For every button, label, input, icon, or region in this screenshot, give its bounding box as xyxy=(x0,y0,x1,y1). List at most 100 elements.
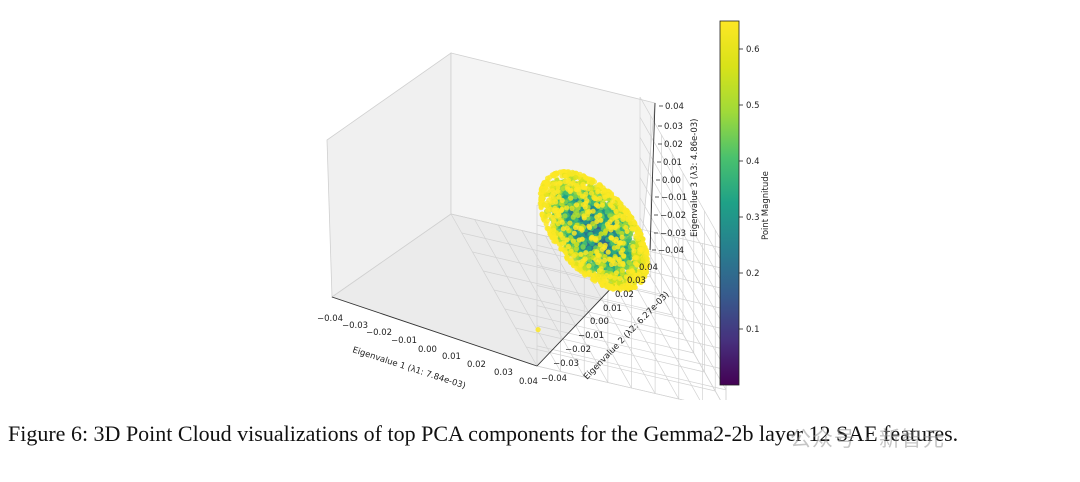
z-tick-label: −0.03 xyxy=(660,229,686,239)
x-tick-label: 0.00 xyxy=(418,345,437,355)
data-point xyxy=(548,195,554,201)
data-point xyxy=(550,231,557,238)
z-tick-label: 0.01 xyxy=(663,158,682,168)
data-point xyxy=(568,257,574,263)
grid-line xyxy=(536,365,685,400)
data-point xyxy=(616,200,623,206)
data-point xyxy=(539,195,546,201)
data-point xyxy=(595,252,601,259)
data-point xyxy=(602,230,608,236)
data-point xyxy=(640,273,646,279)
data-point xyxy=(571,170,577,176)
data-point xyxy=(620,216,626,222)
data-point xyxy=(612,275,618,281)
data-point xyxy=(568,195,574,201)
data-point xyxy=(606,256,612,262)
data-point xyxy=(567,188,573,195)
z-tick-label: −0.04 xyxy=(658,246,684,256)
chart-figure: −0.04−0.03−0.02−0.010.000.010.020.030.04… xyxy=(317,20,771,400)
data-point xyxy=(632,284,638,290)
data-point xyxy=(591,272,598,278)
data-point xyxy=(590,208,596,214)
data-point xyxy=(632,280,638,286)
data-point xyxy=(593,257,599,263)
data-point xyxy=(619,267,626,273)
data-point xyxy=(643,263,649,269)
data-point xyxy=(546,187,552,193)
x-tick-label: −0.01 xyxy=(391,336,417,346)
data-point xyxy=(573,245,580,252)
colorbar-tick-label: 0.1 xyxy=(746,325,760,335)
data-point xyxy=(594,214,600,220)
data-point xyxy=(568,181,574,187)
data-point xyxy=(580,244,586,250)
data-point xyxy=(546,228,553,234)
data-point xyxy=(551,238,557,244)
data-point xyxy=(562,247,568,253)
data-point xyxy=(564,225,570,231)
colorbar: 0.1 0.2 0.3 0.4 0.5 0.6 Point Magnitude xyxy=(719,20,771,386)
data-point xyxy=(579,193,586,199)
data-point xyxy=(573,202,580,208)
x-tick-label: 0.04 xyxy=(519,377,538,387)
data-point xyxy=(614,219,620,225)
data-point xyxy=(586,269,593,275)
data-point xyxy=(574,241,580,248)
data-point xyxy=(564,254,570,260)
data-point xyxy=(571,253,577,259)
data-point xyxy=(565,243,572,250)
data-point xyxy=(562,179,568,185)
data-point xyxy=(623,274,630,280)
data-point xyxy=(631,248,637,254)
data-point xyxy=(633,233,639,239)
data-point xyxy=(595,189,601,195)
z-tick-label: 0.03 xyxy=(664,122,683,132)
data-point xyxy=(576,237,582,243)
data-point xyxy=(573,174,579,181)
data-point xyxy=(562,213,568,219)
data-point xyxy=(630,243,636,250)
data-point xyxy=(610,204,616,211)
data-point xyxy=(625,269,632,275)
data-point xyxy=(535,327,541,333)
data-point xyxy=(624,228,630,234)
grid-line xyxy=(515,327,705,373)
data-point xyxy=(598,231,604,237)
data-point xyxy=(590,261,596,267)
data-point xyxy=(589,180,595,186)
x-tick-label: 0.01 xyxy=(442,352,461,362)
data-point xyxy=(608,227,614,233)
data-point xyxy=(617,261,623,267)
data-point xyxy=(618,206,624,212)
data-point xyxy=(560,235,566,241)
data-point xyxy=(556,213,562,219)
watermark: 公众号 · 新智元 xyxy=(790,427,946,451)
data-point xyxy=(628,220,634,226)
data-point xyxy=(551,172,557,178)
data-point xyxy=(571,230,577,236)
data-point xyxy=(581,215,587,221)
z-tick-label: −0.02 xyxy=(660,211,686,221)
data-point xyxy=(558,246,564,252)
grid-line xyxy=(526,346,716,392)
data-point xyxy=(597,242,603,248)
data-point xyxy=(590,221,596,227)
data-point xyxy=(629,226,635,232)
data-point xyxy=(602,257,608,263)
grid-line xyxy=(504,308,694,354)
data-point xyxy=(613,270,620,276)
data-point xyxy=(564,237,570,243)
data-point xyxy=(637,249,643,255)
data-point xyxy=(596,273,602,279)
colorbar-tick-label: 0.5 xyxy=(746,101,760,111)
data-point xyxy=(617,275,623,281)
data-point xyxy=(570,214,576,220)
z-tick-label: 0.04 xyxy=(665,102,684,112)
z-tick-label: −0.01 xyxy=(661,193,687,203)
colorbar-tick-label: 0.6 xyxy=(746,45,760,55)
data-point xyxy=(583,250,589,256)
z-axis-label: Eigenvalue 3 (λ3: 4.86e-03) xyxy=(690,119,700,237)
data-point xyxy=(569,205,575,211)
y-tick-label: −0.03 xyxy=(553,359,579,369)
data-point xyxy=(595,203,601,209)
